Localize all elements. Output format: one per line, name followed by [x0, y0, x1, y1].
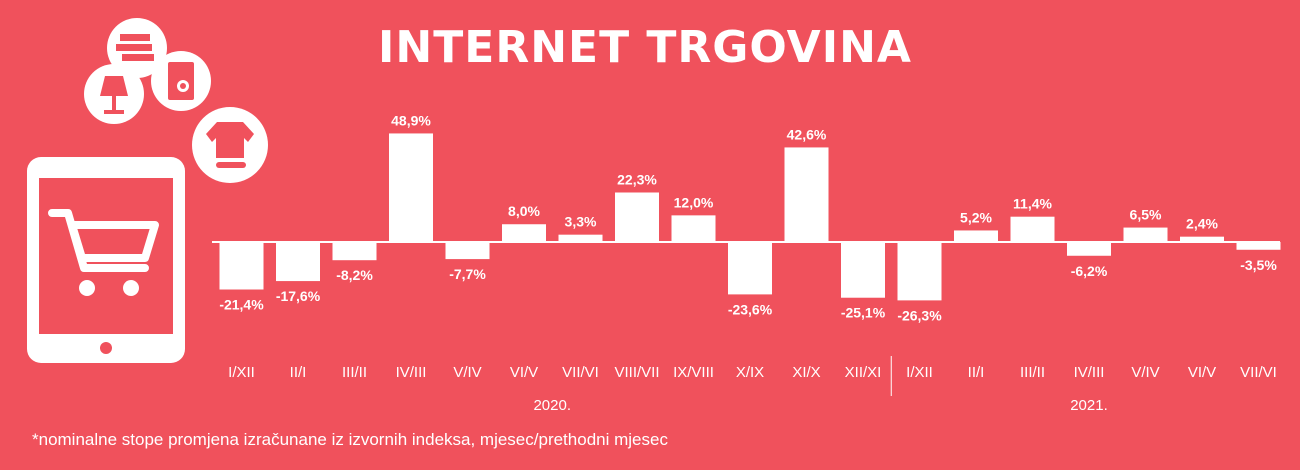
cart-wheel-icon	[123, 280, 139, 296]
category-label: V/IV	[1131, 364, 1159, 381]
category-label: V/IV	[453, 364, 481, 381]
data-label: -8,2%	[336, 267, 373, 283]
data-label: 2,4%	[1186, 216, 1218, 232]
footnote: *nominalne stope promjena izračunane iz …	[32, 430, 668, 449]
category-label: IV/III	[396, 364, 427, 381]
category-label: I/XII	[906, 364, 933, 381]
category-label: VI/V	[510, 364, 538, 381]
bar	[389, 133, 433, 242]
bar	[954, 230, 998, 242]
category-label: VI/V	[1188, 364, 1216, 381]
data-label: 48,9%	[391, 112, 431, 128]
bar	[502, 224, 546, 242]
data-label: 22,3%	[617, 171, 657, 187]
category-label: III/II	[342, 364, 367, 381]
data-label: -6,2%	[1071, 263, 1108, 279]
data-label: 5,2%	[960, 209, 992, 225]
bar	[219, 242, 264, 290]
bar	[276, 242, 320, 282]
chart-title: INTERNET TRGOVINA	[378, 22, 912, 73]
bar	[1236, 242, 1281, 250]
bar	[841, 242, 885, 298]
bar	[1067, 242, 1111, 256]
data-label: -7,7%	[449, 266, 486, 282]
bar	[728, 242, 772, 295]
data-label: -3,5%	[1240, 257, 1277, 273]
category-label: X/IX	[736, 364, 764, 381]
data-label: -25,1%	[841, 305, 886, 321]
refrigerator-icon	[151, 51, 211, 111]
data-label: 6,5%	[1130, 207, 1162, 223]
lamp-icon	[84, 64, 144, 124]
category-label: VII/VI	[562, 364, 599, 381]
data-label: 42,6%	[787, 126, 827, 142]
data-label: 11,4%	[1013, 196, 1052, 212]
data-label: 12,0%	[674, 194, 714, 210]
bar	[558, 234, 603, 242]
bar-chart: -21,4% I/XII -17,6% II/I -8,2% III/II 48,9% IV/…	[212, 112, 1281, 414]
category-label: I/XII	[228, 364, 255, 381]
category-label: XI/X	[792, 364, 820, 381]
data-label: -21,4%	[219, 297, 264, 313]
category-label: VII/VI	[1240, 364, 1277, 381]
cart-wheel-icon	[79, 280, 95, 296]
bar	[1010, 216, 1055, 242]
data-label: 8,0%	[508, 203, 540, 219]
bar	[615, 192, 659, 242]
bar	[784, 147, 829, 242]
data-label: -17,6%	[276, 288, 321, 304]
bar	[671, 215, 716, 242]
bar	[897, 242, 942, 301]
year-label: 2020.	[533, 397, 571, 414]
category-label: IX/VIII	[673, 364, 714, 381]
category-label: XII/XI	[845, 364, 882, 381]
clothing-icon	[192, 107, 268, 183]
bar	[1123, 227, 1168, 242]
data-label: -26,3%	[897, 307, 942, 323]
category-label: III/II	[1020, 364, 1045, 381]
shopping-cart-icon	[48, 209, 159, 272]
category-label: II/I	[968, 364, 985, 381]
data-label: -23,6%	[728, 301, 773, 317]
data-label: 3,3%	[565, 214, 597, 230]
year-label: 2021.	[1070, 397, 1108, 414]
category-label: VIII/VII	[614, 364, 659, 381]
category-label: IV/III	[1074, 364, 1105, 381]
illustration	[27, 18, 268, 363]
bar	[445, 242, 490, 260]
books-icon	[107, 18, 167, 78]
category-label: II/I	[290, 364, 307, 381]
bar	[1180, 236, 1224, 242]
bar	[332, 242, 377, 261]
